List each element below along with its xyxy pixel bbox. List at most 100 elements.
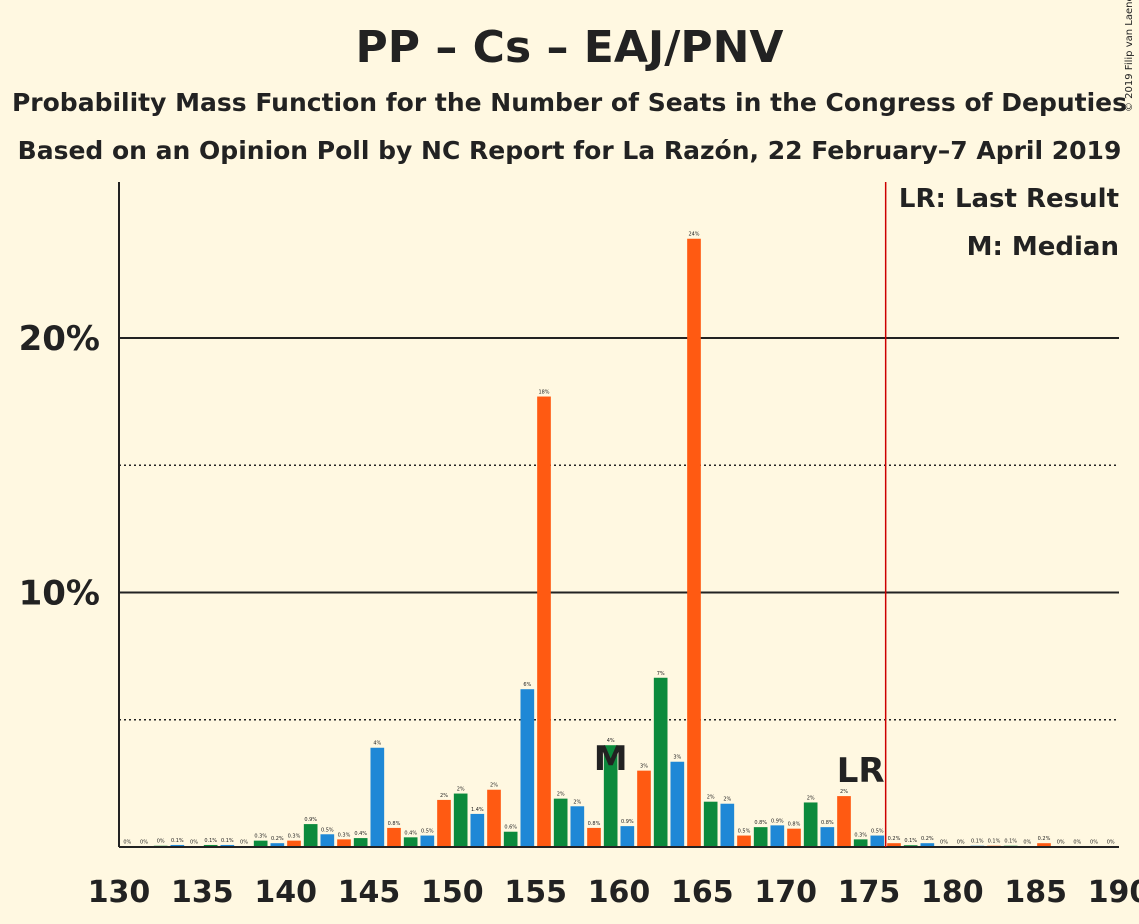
bar-value-label: 3%	[640, 764, 648, 770]
chart-markers: LR M	[594, 182, 887, 847]
bar-value-label: 2%	[457, 787, 465, 793]
bar-value-label: 0.5%	[421, 829, 434, 835]
bar-value-label: 2%	[723, 797, 731, 803]
bar-value-label: 0.1%	[904, 838, 917, 844]
legend-median: M: Median	[966, 232, 1119, 262]
bar	[420, 835, 435, 847]
bar-value-label: 0%	[1057, 839, 1065, 845]
x-tick-label: 180	[921, 875, 984, 910]
bar-value-label: 0%	[1090, 839, 1098, 845]
bar	[853, 839, 868, 847]
bar	[670, 761, 685, 847]
bar-series: 0% 0% 0% 0.1% 0% 0.1% 0.1% 0% 0.3% 0.2% 0.3% 0.9% 0.…	[120, 232, 1118, 847]
chart-subtitle: Probability Mass Function for the Number…	[11, 88, 1128, 117]
bar	[587, 827, 601, 847]
x-tick-label: 165	[671, 875, 734, 910]
x-tick-label: 185	[1004, 875, 1067, 910]
chart-title: PP – Cs – EAJ/PNV	[355, 22, 784, 73]
bar-value-label: 0.3%	[288, 834, 301, 840]
bar	[370, 747, 385, 847]
bar-value-label: 2%	[490, 783, 498, 789]
bar-value-label: 0.3%	[854, 832, 867, 838]
bar	[287, 840, 301, 847]
gridlines	[119, 337, 1119, 721]
x-tick-label: 160	[588, 875, 651, 910]
bar-value-label: 0%	[140, 839, 148, 845]
bar	[203, 844, 218, 847]
y-axis: 20% 10%	[19, 182, 120, 847]
bar-value-label: 0.1%	[1004, 839, 1017, 845]
bar	[537, 396, 551, 847]
bar-value-label: 0.5%	[871, 829, 884, 835]
bar	[320, 834, 335, 847]
bar-value-label: 0.1%	[221, 838, 234, 844]
bar	[803, 802, 818, 847]
bar-value-label: 0%	[957, 839, 965, 845]
x-tick-label: 145	[338, 875, 401, 910]
bar	[1037, 843, 1051, 847]
x-tick-label: 175	[838, 875, 901, 910]
bar-value-label: 0.9%	[771, 818, 784, 824]
bar-value-label: 0.2%	[921, 836, 934, 842]
bar-value-label: 7%	[657, 671, 665, 677]
bar-value-label: 4%	[373, 741, 381, 747]
bar	[737, 835, 751, 847]
x-tick-label: 150	[421, 875, 484, 910]
bar-value-label: 0.8%	[754, 820, 767, 826]
bar-value-label: 2%	[840, 789, 848, 795]
bar	[770, 825, 785, 847]
x-tick-label: 170	[754, 875, 817, 910]
x-axis: 130 135 140 145 150 155 160 165 170 175 180 185 190	[88, 846, 1139, 910]
bar	[403, 837, 418, 847]
bar	[653, 677, 668, 847]
bar-value-label: 0.3%	[338, 832, 351, 838]
bar	[570, 806, 585, 847]
bar-value-label: 0.6%	[504, 825, 517, 831]
bar-value-label: 0%	[240, 839, 248, 845]
bar-value-label: 3%	[673, 755, 681, 761]
bar-value-label: 0.1%	[171, 838, 184, 844]
bar	[720, 803, 735, 847]
bar-value-label: 0.8%	[388, 821, 401, 827]
bar-value-label: 2%	[440, 793, 448, 799]
bar-value-label: 0.9%	[621, 819, 634, 825]
bar-value-label: 0.3%	[254, 834, 267, 840]
bar	[220, 844, 235, 847]
bar	[553, 798, 568, 847]
bar	[487, 789, 501, 847]
bar	[470, 813, 485, 847]
bar-value-label: 0.8%	[821, 820, 834, 826]
bar-value-label: 0%	[940, 839, 948, 845]
chart-subtitle-source: Based on an Opinion Poll by NC Report fo…	[17, 136, 1122, 165]
bar	[787, 828, 801, 847]
bar	[270, 843, 285, 847]
bar	[387, 827, 401, 847]
bar-value-label: 0.5%	[738, 829, 751, 835]
bar-value-label: 0.2%	[271, 836, 284, 842]
bar-value-label: 2%	[707, 795, 715, 801]
bar	[303, 824, 318, 847]
bar-value-label: 0.2%	[888, 836, 901, 842]
bar-value-label: 0.1%	[204, 838, 217, 844]
bar	[620, 826, 635, 847]
bar	[520, 689, 535, 847]
bar-value-label: 0%	[123, 839, 131, 845]
bar-value-label: 24%	[688, 232, 699, 238]
last-result-marker: LR	[837, 751, 885, 791]
bar	[253, 840, 268, 847]
bar-value-label: 0%	[157, 839, 165, 845]
bar-value-label: 0.4%	[404, 830, 417, 836]
bar-value-label: 2%	[573, 799, 581, 805]
x-tick-label: 140	[254, 875, 317, 910]
bar-value-label: 0.9%	[304, 817, 317, 823]
bar	[687, 238, 701, 847]
median-marker: M	[594, 739, 628, 779]
bar-value-label: 18%	[538, 390, 549, 396]
bar	[703, 801, 718, 847]
bar-value-label: 0%	[1107, 839, 1115, 845]
bar-value-label: 4%	[607, 738, 615, 744]
bar	[503, 831, 518, 847]
bar	[753, 827, 768, 847]
bar	[820, 827, 835, 847]
